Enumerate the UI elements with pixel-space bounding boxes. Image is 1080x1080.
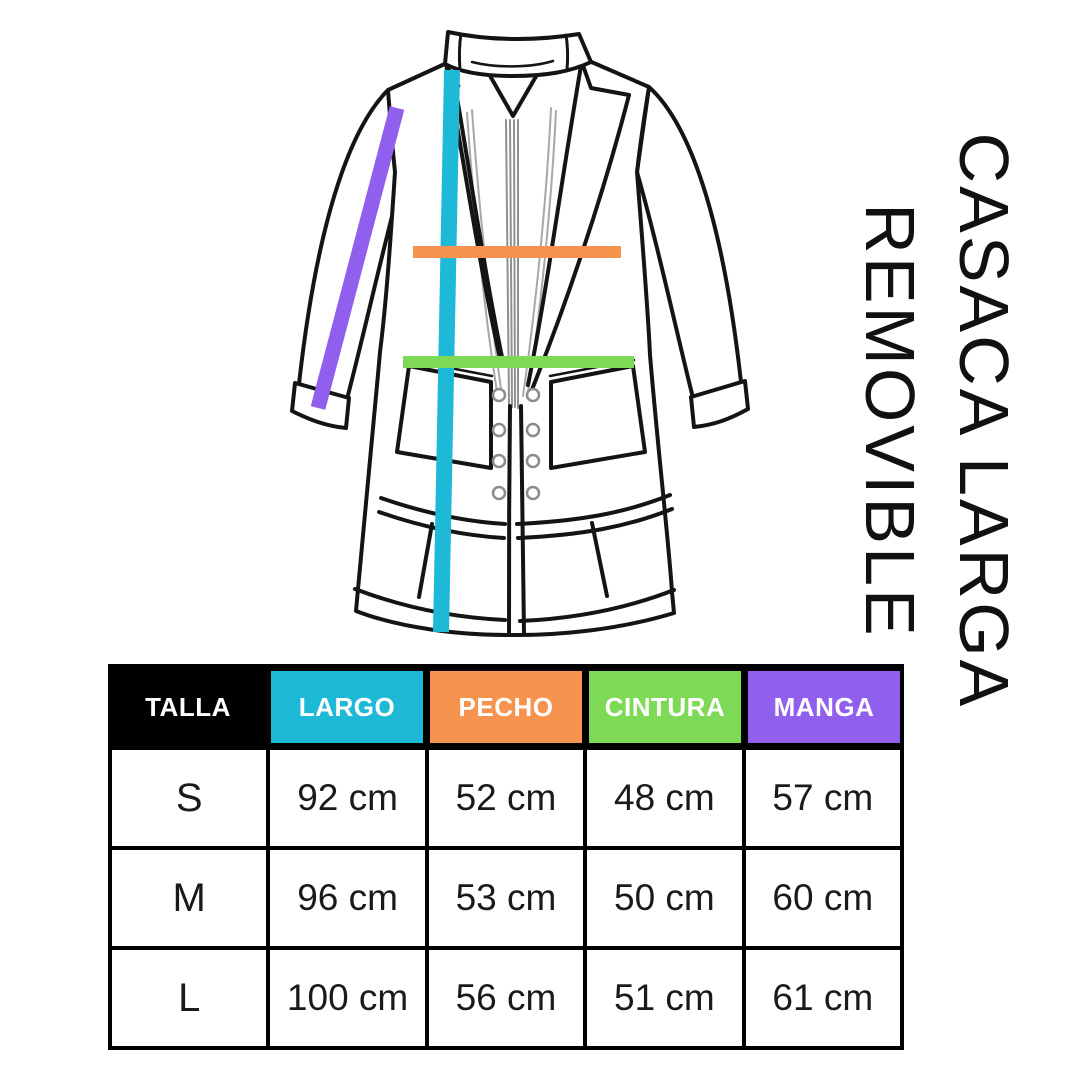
table-cell-size: M bbox=[112, 850, 267, 946]
table-cell: 100 cm bbox=[270, 950, 425, 1046]
front-slit bbox=[507, 404, 526, 635]
header-cell-pecho: PECHO bbox=[430, 671, 582, 743]
right-sleeve bbox=[635, 85, 743, 400]
table-cell: 56 cm bbox=[428, 950, 584, 1046]
table-cell: 92 cm bbox=[270, 750, 425, 846]
largo-measure-line bbox=[433, 69, 460, 633]
header-cell-talla: TALLA bbox=[112, 671, 264, 743]
table-cell: 96 cm bbox=[270, 850, 425, 946]
collar bbox=[443, 30, 593, 78]
right-cuff bbox=[689, 379, 750, 429]
product-title-line2: REMOVIBLE bbox=[851, 203, 930, 639]
table-cell: 52 cm bbox=[428, 750, 584, 846]
header-cell-cintura: CINTURA bbox=[589, 671, 741, 743]
table-cell-size: L bbox=[112, 950, 267, 1046]
table-cell: 60 cm bbox=[745, 850, 900, 946]
product-title: CASACA LARGA REMOVIBLE bbox=[840, 111, 1030, 731]
product-title-line1: CASACA LARGA bbox=[945, 132, 1023, 710]
table-cell: 53 cm bbox=[428, 850, 584, 946]
table-cell: 61 cm bbox=[745, 950, 900, 1046]
table-cell: 51 cm bbox=[587, 950, 742, 1046]
size-table-header: TALLA LARGO PECHO CINTURA MANGA bbox=[112, 664, 900, 750]
size-table: TALLA LARGO PECHO CINTURA MANGA S 92 cm … bbox=[108, 664, 904, 1050]
table-cell: 48 cm bbox=[587, 750, 742, 846]
table-cell: 57 cm bbox=[745, 750, 900, 846]
buttons bbox=[491, 387, 541, 501]
header-cell-manga: MANGA bbox=[748, 671, 900, 743]
right-pocket bbox=[549, 364, 647, 470]
header-cell-largo: LARGO bbox=[271, 671, 423, 743]
table-cell: 50 cm bbox=[587, 850, 742, 946]
table-cell-size: S bbox=[112, 750, 267, 846]
manga-measure-line bbox=[310, 106, 405, 410]
size-table-body: S 92 cm 52 cm 48 cm 57 cm M 96 cm 53 cm … bbox=[112, 750, 900, 1046]
